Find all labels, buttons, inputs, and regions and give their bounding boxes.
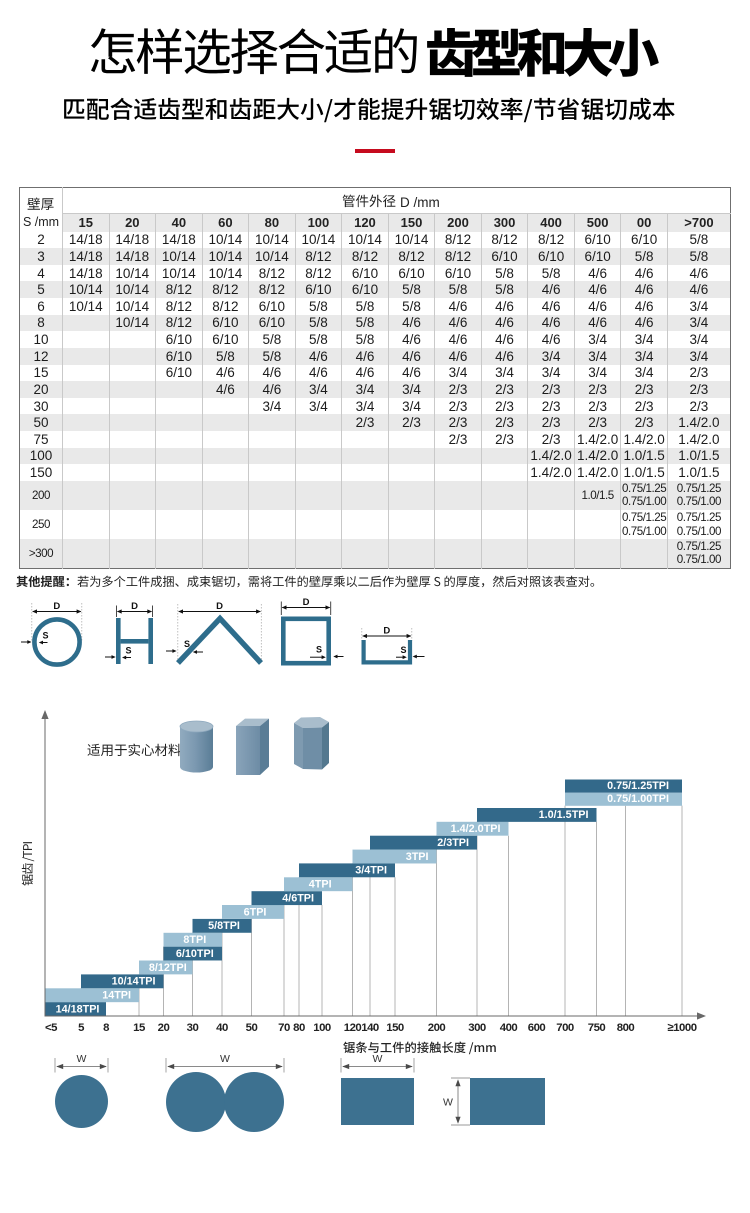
- svg-text:150: 150: [386, 1022, 404, 1034]
- svg-text:80: 80: [293, 1022, 305, 1034]
- svg-text:3TPI: 3TPI: [406, 851, 429, 863]
- svg-text:D: D: [383, 626, 390, 637]
- svg-text:S: S: [316, 645, 322, 655]
- svg-text:D: D: [216, 601, 223, 612]
- svg-text:1.4/2.0TPI: 1.4/2.0TPI: [451, 823, 501, 835]
- svg-text:S: S: [401, 645, 407, 655]
- svg-text:W: W: [443, 1097, 453, 1109]
- svg-text:140: 140: [361, 1022, 379, 1034]
- svg-text:D: D: [131, 601, 138, 612]
- svg-text:2/3TPI: 2/3TPI: [437, 837, 469, 849]
- svg-text:8TPI: 8TPI: [183, 934, 206, 946]
- svg-text:<5: <5: [45, 1022, 58, 1034]
- svg-text:100: 100: [313, 1022, 331, 1034]
- svg-text:30: 30: [187, 1022, 199, 1034]
- svg-text:W: W: [77, 1055, 87, 1065]
- svg-text:4TPI: 4TPI: [309, 879, 332, 891]
- svg-text:120: 120: [344, 1022, 362, 1034]
- svg-text:750: 750: [588, 1022, 606, 1034]
- svg-text:6/10TPI: 6/10TPI: [176, 948, 214, 960]
- svg-text:≥1000: ≥1000: [667, 1022, 696, 1034]
- svg-text:1.0/1.5TPI: 1.0/1.5TPI: [539, 809, 589, 821]
- svg-text:S: S: [43, 631, 49, 641]
- svg-text:W: W: [220, 1055, 230, 1065]
- svg-text:200: 200: [428, 1022, 446, 1034]
- svg-text:4/6TPI: 4/6TPI: [282, 892, 314, 904]
- svg-text:3/4TPI: 3/4TPI: [355, 865, 387, 877]
- svg-text:10/14TPI: 10/14TPI: [112, 976, 156, 988]
- svg-text:40: 40: [216, 1022, 228, 1034]
- svg-text:600: 600: [528, 1022, 546, 1034]
- svg-text:800: 800: [617, 1022, 635, 1034]
- svg-text:14/18TPI: 14/18TPI: [56, 1003, 100, 1015]
- svg-text:20: 20: [158, 1022, 170, 1034]
- svg-text:700: 700: [556, 1022, 574, 1034]
- svg-text:S: S: [184, 639, 190, 649]
- svg-text:W: W: [373, 1055, 383, 1065]
- svg-text:0.75/1.25TPI: 0.75/1.25TPI: [607, 780, 669, 792]
- svg-text:6TPI: 6TPI: [244, 906, 267, 918]
- svg-text:15: 15: [133, 1022, 146, 1034]
- svg-text:S: S: [126, 646, 132, 656]
- svg-text:5/8TPI: 5/8TPI: [208, 920, 240, 932]
- svg-text:8/12TPI: 8/12TPI: [149, 962, 187, 974]
- svg-text:8: 8: [103, 1022, 109, 1034]
- svg-text:5: 5: [78, 1022, 85, 1034]
- svg-text:70: 70: [278, 1022, 290, 1034]
- svg-text:D: D: [53, 601, 60, 612]
- svg-text:300: 300: [468, 1022, 486, 1034]
- svg-text:14TPI: 14TPI: [102, 990, 131, 1002]
- svg-text:400: 400: [500, 1022, 518, 1034]
- svg-text:50: 50: [246, 1022, 258, 1034]
- svg-text:0.75/1.00TPI: 0.75/1.00TPI: [607, 793, 669, 805]
- svg-text:D: D: [303, 597, 310, 608]
